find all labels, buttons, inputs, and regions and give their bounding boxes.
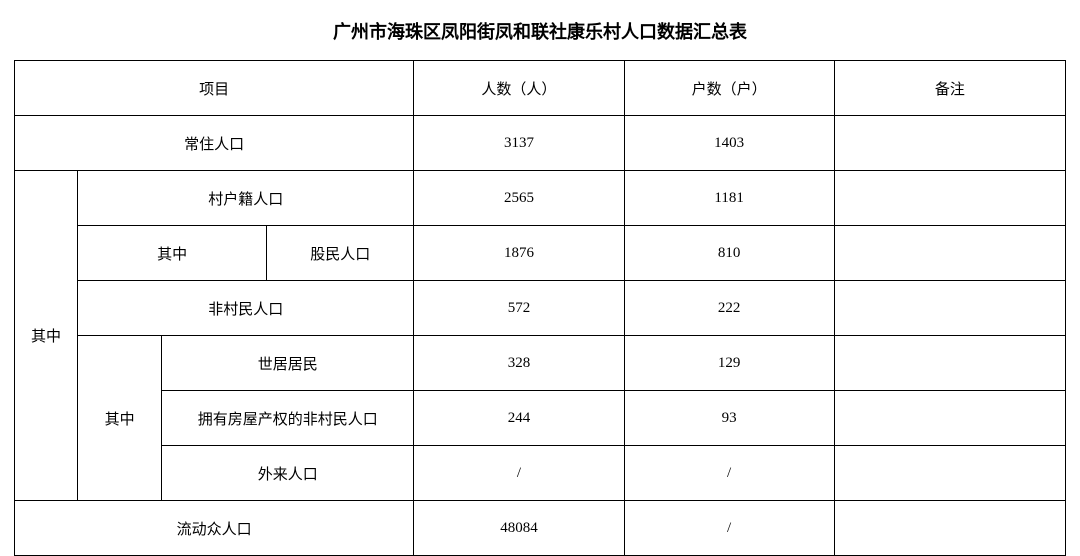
label-property-owner: 拥有房屋产权的非村民人口	[162, 391, 414, 446]
cell-village-persons: 2565	[414, 171, 624, 226]
cell-permanent-persons: 3137	[414, 116, 624, 171]
row-outsider: 外来人口 / /	[15, 446, 1066, 501]
table-title: 广州市海珠区凤阳街凤和联社康乐村人口数据汇总表	[14, 18, 1066, 44]
cell-village-households: 1181	[624, 171, 834, 226]
row-native: 其中 世居居民 328 129	[15, 336, 1066, 391]
cell-permanent-remarks	[834, 116, 1065, 171]
row-non-villager: 非村民人口 572 222	[15, 281, 1066, 336]
label-outsider: 外来人口	[162, 446, 414, 501]
row-floating: 流动众人口 48084 /	[15, 501, 1066, 556]
cell-outsider-households: /	[624, 446, 834, 501]
row-village-registered: 其中 村户籍人口 2565 1181	[15, 171, 1066, 226]
table-header-row: 项目 人数（人） 户数（户） 备注	[15, 61, 1066, 116]
row-property-owner: 拥有房屋产权的非村民人口 244 93	[15, 391, 1066, 446]
cell-outsider-remarks	[834, 446, 1065, 501]
cell-outsider-persons: /	[414, 446, 624, 501]
cell-property-remarks	[834, 391, 1065, 446]
label-permanent: 常住人口	[15, 116, 414, 171]
header-households: 户数（户）	[624, 61, 834, 116]
label-native: 世居居民	[162, 336, 414, 391]
header-item: 项目	[15, 61, 414, 116]
label-shareholder: 股民人口	[267, 226, 414, 281]
label-including3: 其中	[78, 336, 162, 501]
cell-shareholder-remarks	[834, 226, 1065, 281]
label-village-registered: 村户籍人口	[78, 171, 414, 226]
row-shareholder: 其中 股民人口 1876 810	[15, 226, 1066, 281]
header-persons: 人数（人）	[414, 61, 624, 116]
cell-nonvillager-households: 222	[624, 281, 834, 336]
cell-shareholder-households: 810	[624, 226, 834, 281]
cell-native-persons: 328	[414, 336, 624, 391]
cell-village-remarks	[834, 171, 1065, 226]
cell-shareholder-persons: 1876	[414, 226, 624, 281]
cell-native-remarks	[834, 336, 1065, 391]
cell-floating-remarks	[834, 501, 1065, 556]
cell-property-persons: 244	[414, 391, 624, 446]
label-including1: 其中	[15, 171, 78, 501]
cell-permanent-households: 1403	[624, 116, 834, 171]
cell-nonvillager-persons: 572	[414, 281, 624, 336]
header-remarks: 备注	[834, 61, 1065, 116]
label-non-villager: 非村民人口	[78, 281, 414, 336]
cell-property-households: 93	[624, 391, 834, 446]
cell-nonvillager-remarks	[834, 281, 1065, 336]
row-permanent: 常住人口 3137 1403	[15, 116, 1066, 171]
label-floating: 流动众人口	[15, 501, 414, 556]
population-table: 项目 人数（人） 户数（户） 备注 常住人口 3137 1403 其中 村户籍人…	[14, 60, 1066, 556]
cell-native-households: 129	[624, 336, 834, 391]
label-including2: 其中	[78, 226, 267, 281]
cell-floating-households: /	[624, 501, 834, 556]
cell-floating-persons: 48084	[414, 501, 624, 556]
